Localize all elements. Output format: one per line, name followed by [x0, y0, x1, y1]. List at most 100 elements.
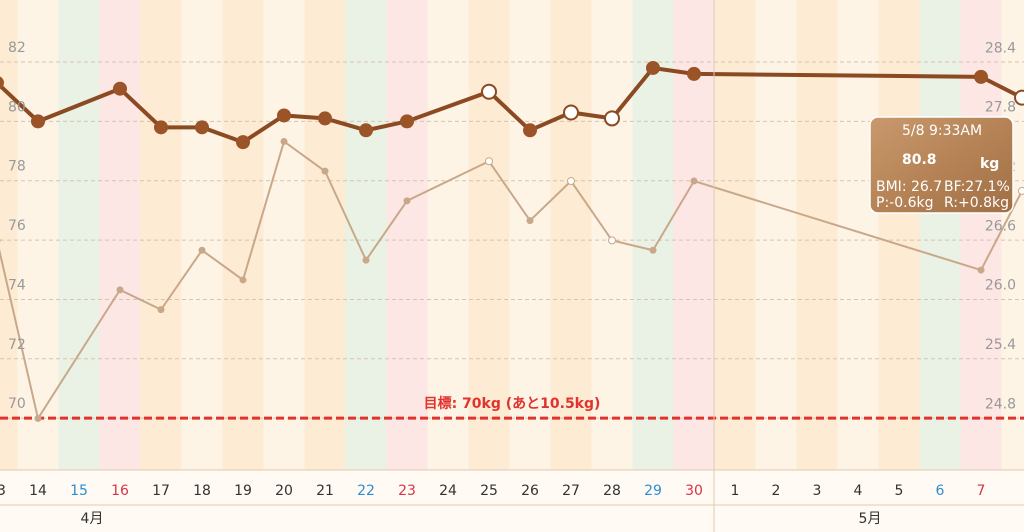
day-stripe: [0, 0, 18, 470]
data-point: [113, 81, 127, 96]
day-stripe: [386, 0, 428, 470]
data-point: [567, 177, 575, 186]
tooltip-r: R:+0.8kg: [944, 195, 1009, 211]
x-tick-label: 2: [772, 483, 781, 499]
series-line: [0, 139, 1023, 422]
data-point: [280, 137, 288, 145]
data-point: [485, 157, 493, 166]
x-tick-label: 18: [193, 483, 211, 499]
data-point: [0, 76, 4, 90]
data-point: [0, 238, 1, 243]
tooltip-bf: BF:27.1%: [944, 179, 1010, 195]
y-tick-label: 72: [8, 337, 26, 353]
y-tick-label: 80: [8, 99, 26, 115]
x-tick-label: 4: [854, 483, 863, 499]
day-stripe: [714, 0, 756, 470]
x-tick-label: 21: [316, 483, 334, 499]
month-label: 4月: [81, 511, 104, 527]
x-tick-label: 28: [603, 483, 621, 499]
x-tick-label: 13: [0, 483, 6, 499]
data-point: [563, 104, 579, 121]
x-tick-label: 26: [521, 483, 539, 499]
day-stripe: [140, 0, 182, 470]
day-stripe: [837, 0, 879, 470]
data-point: [31, 114, 45, 129]
data-point: [116, 286, 124, 294]
tooltip-unit: kg: [980, 156, 999, 172]
data-point: [523, 123, 537, 138]
day-stripe: [509, 0, 551, 470]
x-tick-label: 16: [111, 483, 129, 499]
day-stripe: [550, 0, 592, 470]
data-point: [687, 66, 701, 81]
x-tick-label: 3: [813, 483, 822, 499]
data-point: [481, 83, 497, 100]
x-tick-label: 15: [70, 483, 88, 499]
tooltip-p: P:-0.6kg: [876, 195, 933, 211]
tooltip: 5/8 9:33AM 80.8 kg BMI: 26.7 BF:27.1% P:…: [869, 116, 1014, 214]
y2-tick-label: 24.8: [985, 396, 1016, 412]
x-tick-label: 23: [398, 483, 416, 499]
month-label: 5月: [859, 511, 882, 527]
data-point: [318, 111, 332, 126]
data-point: [1014, 89, 1024, 106]
x-tick-label: 17: [152, 483, 170, 499]
data-point: [321, 167, 329, 175]
day-stripe: [58, 0, 100, 470]
day-stripe: [796, 0, 838, 470]
data-point: [649, 246, 657, 254]
data-point: [526, 217, 534, 225]
y2-tick-label: 27.8: [985, 100, 1016, 116]
x-tick-label: 24: [439, 483, 457, 499]
day-stripe: [263, 0, 305, 470]
y-tick-label: 78: [8, 159, 26, 175]
data-point: [198, 246, 206, 254]
data-point: [195, 120, 209, 135]
data-point: [974, 69, 988, 84]
y-tick-label: 70: [8, 396, 26, 412]
y-tick-label: 82: [8, 40, 26, 56]
tooltip-bmi: BMI: 26.7: [876, 179, 942, 195]
x-tick-label: 1: [731, 483, 740, 499]
data-point: [157, 306, 165, 314]
day-stripe: [632, 0, 674, 470]
day-stripe: [99, 0, 141, 470]
data-point: [604, 110, 620, 127]
x-tick-label: 25: [480, 483, 498, 499]
goal-label: 目標: 70kg (あと10.5kg): [424, 395, 601, 412]
x-tick-label: 7: [977, 483, 986, 499]
day-stripe: [755, 0, 797, 470]
day-stripe: [304, 0, 346, 470]
tooltip-weight: 80.8: [902, 152, 937, 168]
x-tick-label: 20: [275, 483, 293, 499]
y2-tick-label: 26.6: [985, 218, 1016, 234]
data-point: [646, 60, 660, 75]
x-tick-label: 6: [936, 483, 945, 499]
data-point: [362, 256, 370, 264]
day-stripe: [591, 0, 633, 470]
data-point: [154, 120, 168, 135]
data-point: [239, 276, 247, 284]
y2-tick-label: 26.0: [985, 278, 1016, 294]
data-point: [403, 197, 411, 205]
tooltip-time: 5/8 9:33AM: [902, 123, 982, 139]
x-tick-label: 27: [562, 483, 580, 499]
y2-tick-label: 28.4: [985, 40, 1016, 56]
data-point: [277, 108, 291, 123]
y-tick-label: 76: [8, 218, 26, 234]
day-stripe: [181, 0, 223, 470]
data-point: [977, 266, 985, 274]
data-point: [1018, 186, 1024, 195]
x-tick-label: 5: [895, 483, 904, 499]
day-stripe: [878, 0, 920, 470]
x-tick-label: 22: [357, 483, 375, 499]
day-stripe: [919, 0, 961, 470]
tooltip-box: [869, 116, 1014, 214]
day-stripe: [345, 0, 387, 470]
x-tick-label: 14: [29, 483, 47, 499]
day-stripe: [427, 0, 469, 470]
y2-tick-label: 25.4: [985, 337, 1016, 353]
day-stripe: [468, 0, 510, 470]
date-row: [0, 470, 1024, 532]
